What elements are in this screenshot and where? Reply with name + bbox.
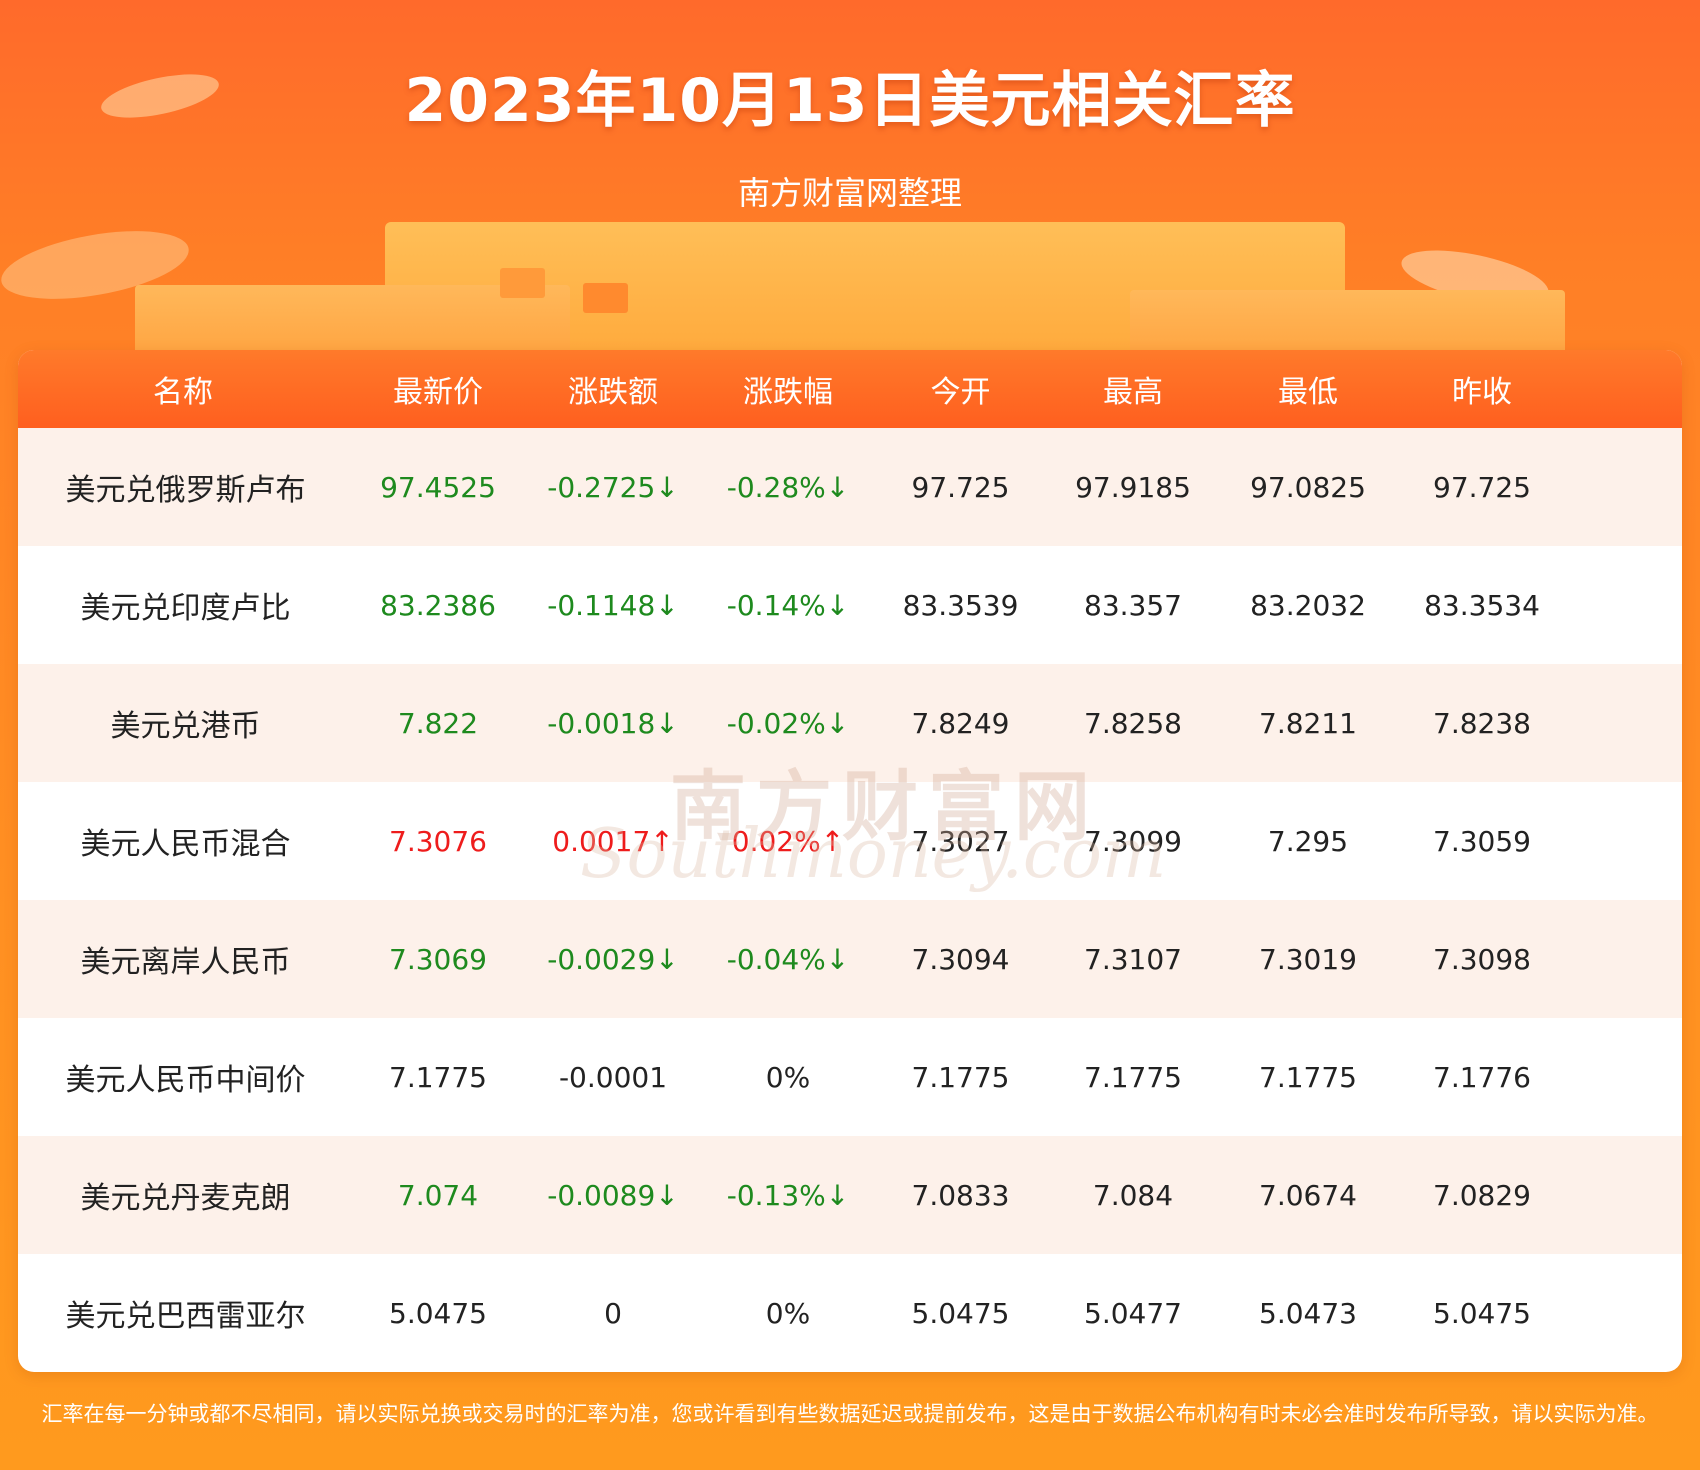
cell-name: 美元人民币中间价 [65, 1063, 306, 1098]
cell-name: 美元兑印度卢比 [80, 591, 291, 626]
cell-pct: -0.02%↓ [726, 706, 850, 740]
cell-latest: 97.4525 [380, 470, 496, 504]
cell-name: 美元离岸人民币 [80, 945, 291, 980]
cell-prev: 5.0475 [1433, 1296, 1531, 1330]
cell-change: 0 [604, 1296, 622, 1330]
page-subtitle: 南方财富网整理 [737, 174, 962, 212]
column-header-low: 最低 [1278, 375, 1338, 410]
cell-latest: 7.822 [397, 706, 479, 740]
cell-pct: 0.02%↑ [731, 824, 845, 858]
cell-change: -0.2725↓ [547, 470, 679, 504]
cell-low: 7.3019 [1259, 942, 1357, 976]
cell-latest: 7.3069 [389, 942, 487, 976]
cell-low: 5.0473 [1259, 1296, 1357, 1330]
cell-open: 83.3539 [902, 588, 1019, 622]
cell-high: 97.9185 [1075, 470, 1191, 504]
cell-pct: -0.04%↓ [726, 942, 850, 976]
cell-latest: 7.1775 [389, 1060, 487, 1094]
cell-latest: 7.3076 [389, 824, 487, 858]
platform-decoration [1130, 290, 1565, 360]
cell-change: -0.1148↓ [547, 588, 679, 622]
cell-prev: 7.3059 [1433, 824, 1531, 858]
table-row: 美元人民币中间价 7.1775 -0.0001 0% 7.1775 7.1775… [18, 1018, 1682, 1136]
table-row: 美元兑印度卢比 83.2386 -0.1148↓ -0.14%↓ 83.3539… [18, 546, 1682, 664]
cell-name: 美元兑丹麦克朗 [80, 1181, 291, 1216]
cell-prev: 7.8238 [1433, 706, 1531, 740]
table-row: 美元离岸人民币 7.3069 -0.0029↓ -0.04%↓ 7.3094 7… [18, 900, 1682, 1018]
cell-latest: 7.074 [397, 1178, 479, 1212]
cell-high: 7.3099 [1084, 824, 1182, 858]
cube-decoration [583, 283, 628, 313]
table-row: 美元兑丹麦克朗 7.074 -0.0089↓ -0.13%↓ 7.0833 7.… [18, 1136, 1682, 1254]
table-row: 美元兑巴西雷亚尔 5.0475 0 0% 5.0475 5.0477 5.047… [18, 1254, 1682, 1372]
column-header-name: 名称 [153, 375, 213, 410]
cell-open: 7.3094 [911, 942, 1010, 976]
cell-open: 7.1775 [911, 1060, 1010, 1094]
cell-low: 83.2032 [1250, 588, 1366, 622]
column-header-high: 最高 [1103, 375, 1163, 410]
cell-change: 0.0017↑ [552, 824, 674, 858]
cell-pct: -0.13%↓ [726, 1178, 850, 1212]
footer-note: 汇率在每一分钟或都不尽相同，请以实际兑换或交易时的汇率为准，您或许看到有些数据延… [41, 1402, 1659, 1426]
cell-latest: 83.2386 [380, 588, 496, 622]
cell-prev: 7.1776 [1433, 1060, 1531, 1094]
cell-high: 7.8258 [1084, 706, 1182, 740]
cell-pct: -0.28%↓ [726, 470, 850, 504]
cell-prev: 97.725 [1433, 470, 1531, 504]
cell-open: 97.725 [911, 470, 1010, 504]
table-row: 美元人民币混合 7.3076 0.0017↑ 0.02%↑ 7.3027 7.3… [18, 782, 1682, 900]
cell-low: 97.0825 [1250, 470, 1366, 504]
column-header-pct: 涨跌幅 [743, 375, 833, 410]
cell-name: 美元人民币混合 [80, 827, 291, 862]
table-row: 美元兑港币 7.822 -0.0018↓ -0.02%↓ 7.8249 7.82… [18, 664, 1682, 782]
column-header-prev: 昨收 [1452, 375, 1512, 410]
platform-decoration [135, 285, 570, 360]
page-title: 2023年10月13日美元相关汇率 [404, 66, 1296, 136]
cell-open: 7.8249 [911, 706, 1010, 740]
cell-name: 美元兑巴西雷亚尔 [65, 1299, 306, 1334]
cell-change: -0.0018↓ [547, 706, 679, 740]
cell-change: -0.0029↓ [547, 942, 679, 976]
cell-low: 7.1775 [1259, 1060, 1357, 1094]
cell-prev: 83.3534 [1424, 588, 1540, 622]
table-header: 名称 最新价 涨跌额 涨跌幅 今开 最高 最低 昨收 [18, 350, 1682, 428]
cell-open: 5.0475 [911, 1296, 1010, 1330]
header-banner: 2023年10月13日美元相关汇率 南方财富网整理 [0, 0, 1700, 360]
cell-low: 7.8211 [1259, 706, 1357, 740]
cell-prev: 7.3098 [1433, 942, 1531, 976]
cell-open: 7.3027 [911, 824, 1010, 858]
column-header-open: 今开 [930, 375, 991, 410]
cell-name: 美元兑俄罗斯卢布 [65, 473, 306, 508]
column-header-change: 涨跌额 [568, 375, 658, 410]
cell-pct: 0% [765, 1296, 811, 1330]
cell-high: 83.357 [1084, 588, 1182, 622]
cell-change: -0.0001 [558, 1060, 668, 1094]
cell-name: 美元兑港币 [110, 709, 261, 744]
cube-decoration [500, 268, 545, 298]
cell-change: -0.0089↓ [547, 1178, 679, 1212]
cell-low: 7.295 [1267, 824, 1349, 858]
cell-open: 7.0833 [911, 1178, 1010, 1212]
rates-table: 名称 最新价 涨跌额 涨跌幅 今开 最高 最低 昨收 美元兑俄罗斯卢布 97.4… [18, 350, 1682, 1372]
cell-pct: -0.14%↓ [726, 588, 850, 622]
cell-latest: 5.0475 [389, 1296, 487, 1330]
cell-prev: 7.0829 [1433, 1178, 1531, 1212]
column-header-latest: 最新价 [393, 375, 483, 410]
cell-high: 7.1775 [1084, 1060, 1182, 1094]
cell-high: 5.0477 [1084, 1296, 1182, 1330]
cell-pct: 0% [765, 1060, 811, 1094]
cell-high: 7.3107 [1084, 942, 1182, 976]
table-row: 美元兑俄罗斯卢布 97.4525 -0.2725↓ -0.28%↓ 97.725… [18, 428, 1682, 546]
cell-low: 7.0674 [1259, 1178, 1357, 1212]
cell-high: 7.084 [1092, 1178, 1174, 1212]
